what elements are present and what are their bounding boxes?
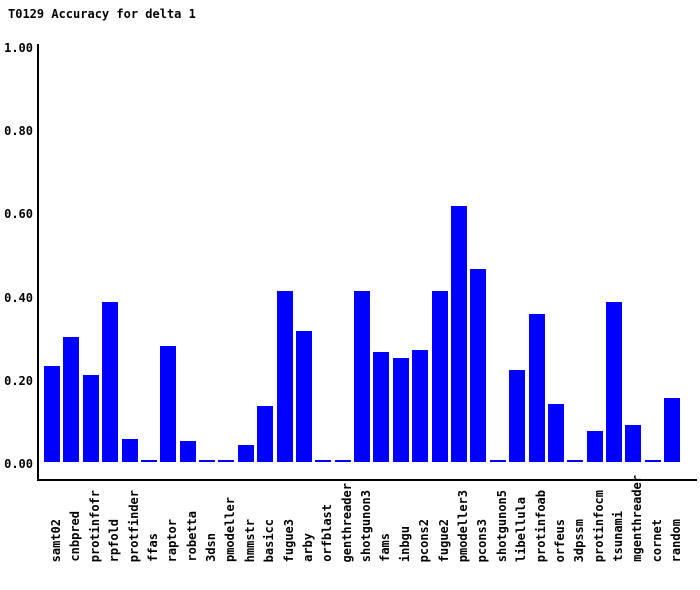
xtick-label-protinfofr: protinfofr [88,489,102,562]
x-axis-line [37,479,697,481]
xtick-label-shotgunon3: shotgunon3 [359,489,373,562]
xtick-label-genthreader: genthreader [340,482,354,562]
bar-basicc [257,406,273,462]
xtick-label-hmmstr: hmmstr [243,518,257,562]
xtick-label-random: random [669,518,683,562]
bar-protinfofr [83,375,99,462]
xtick-label-pcons2: pcons2 [417,518,431,562]
xtick-label-ffas: ffas [146,533,160,562]
bar-protfinder [122,439,138,462]
xtick-label-fugue2: fugue2 [437,518,451,562]
ytick-label: 1.00 [4,41,33,55]
bar-3dpssm [567,460,583,462]
ytick-label: 0.00 [4,457,33,471]
xtick-label-samt02: samt02 [49,518,63,562]
bar-shotgunon3 [354,291,370,462]
bar-samt02 [44,366,60,462]
bar-raptor [160,346,176,462]
bar-libellula [509,370,525,462]
bar-mgenthreader [625,425,641,462]
bar-orfeus [548,404,564,462]
bar-protinfoab [529,314,545,462]
xtick-label-raptor: raptor [165,518,179,562]
ytick-label: 0.60 [4,207,33,222]
chart-title: T0129 Accuracy for delta 1 [8,7,196,21]
bar-fugue3 [277,291,293,462]
bar-pcons3 [470,269,486,462]
bar-3dsn [199,460,215,462]
bar-pcons2 [412,350,428,462]
xtick-label-pcons3: pcons3 [475,518,489,562]
bar-orfblast [315,460,331,462]
bar-cornet [645,460,661,462]
xtick-label-tsunami: tsunami [611,511,625,562]
xtick-label-rpfold: rpfold [107,518,121,562]
xtick-label-robetta: robetta [185,511,199,562]
bar-shotgunon5 [490,460,506,462]
xtick-label-cnbpred: cnbpred [68,511,82,562]
xtick-label-shotgunon5: shotgunon5 [495,489,509,562]
xtick-label-pmodeller: pmodeller [223,496,237,562]
xtick-label-cornet: cornet [650,518,664,562]
xtick-label-3dpssm: 3dpssm [572,518,586,562]
bar-robetta [180,441,196,462]
bar-protinfocm [587,431,603,462]
xtick-label-protinfoab: protinfoab [534,489,548,562]
xtick-label-pmodeller3: pmodeller3 [456,489,470,562]
y-axis-line [37,44,39,481]
xtick-label-3dsn: 3dsn [204,533,218,562]
ytick-label: 0.20 [4,373,33,388]
bar-tsunami [606,302,622,462]
xtick-label-orfeus: orfeus [553,518,567,562]
bar-cnbpred [63,337,79,462]
xtick-label-basicc: basicc [262,518,276,562]
bar-pmodeller3 [451,206,467,462]
xtick-label-inbgu: inbgu [398,525,412,562]
bar-hmmstr [238,445,254,462]
bar-arby [296,331,312,462]
bar-fugue2 [432,291,448,462]
xtick-label-protfinder: protfinder [127,489,141,562]
bar-genthreader [335,460,351,462]
xtick-label-orfblast: orfblast [320,504,334,562]
xtick-label-mgenthreader: mgenthreader [630,475,644,562]
bar-pmodeller [218,460,234,462]
bar-inbgu [393,358,409,462]
xtick-label-libellula: libellula [514,496,528,562]
xtick-label-fugue3: fugue3 [282,518,296,562]
xtick-label-arby: arby [301,533,315,562]
bar-rpfold [102,302,118,462]
xtick-label-fams: fams [378,533,392,562]
ytick-label: 0.40 [4,290,33,305]
bar-ffas [141,460,157,462]
bar-random [664,398,680,462]
bar-fams [373,352,389,462]
xtick-label-protinfocm: protinfocm [592,489,606,562]
ytick-label: 0.80 [4,124,33,139]
